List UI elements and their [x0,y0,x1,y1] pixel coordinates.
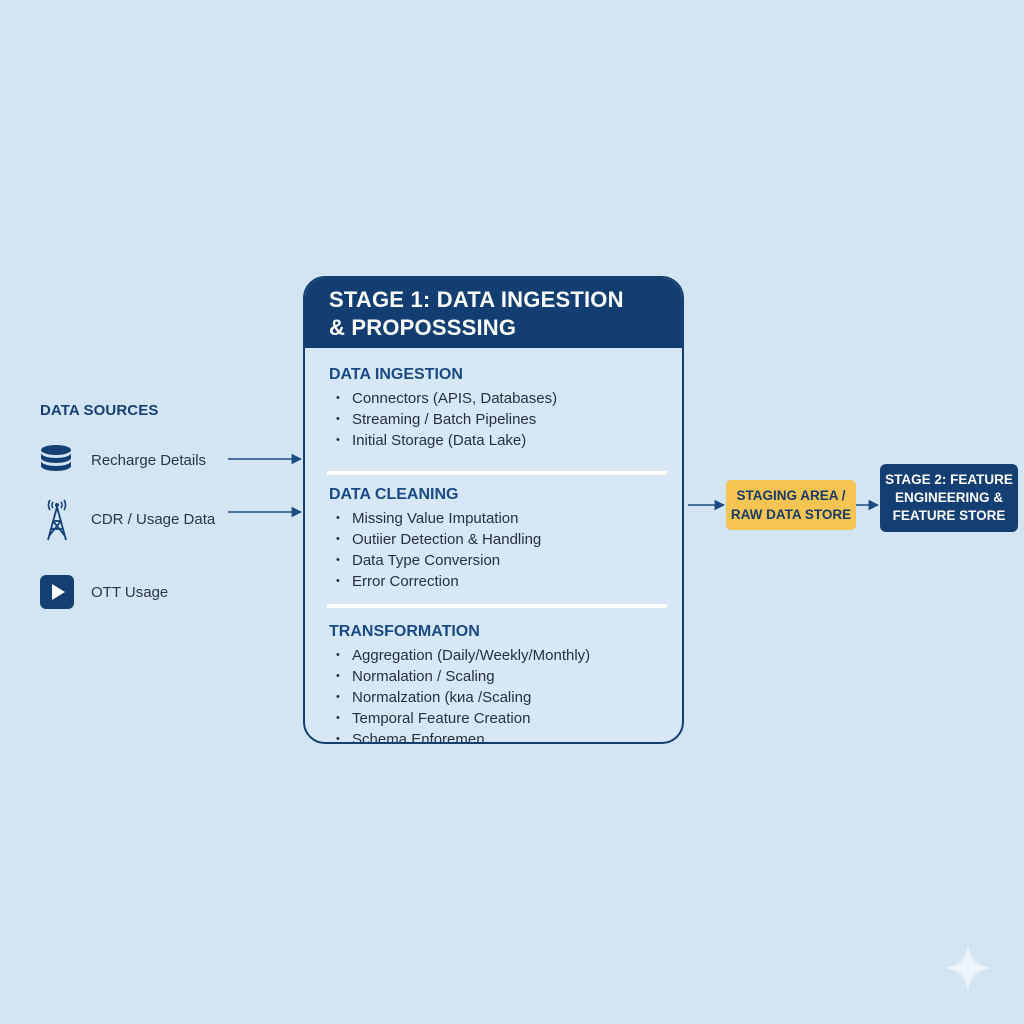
list-item: Outiier Detection & Handling [336,529,662,550]
section-title: TRANSFORMATION [329,623,480,640]
staging-line1: STAGING AREA / [736,488,846,503]
list-item: Connectors (APIS, Databases) [336,388,662,409]
stage1-title-line1: STAGE 1: DATA INGESTION [329,287,624,312]
stage1-panel: STAGE 1: DATA INGESTION & PROPOSSSING DA… [303,276,684,744]
list-item: Initial Storage (Data Lake) [336,430,662,451]
play-icon [40,575,74,609]
source-ott-usage: OTT Usage [40,575,168,609]
list-item: Data Type Conversion [336,550,662,571]
database-icon [40,443,74,477]
stage1-title-line2: & PROPOSSSING [329,315,517,340]
list-item: Error Correction [336,571,662,592]
list-item: Normalzation (kиа /Scaling [336,687,662,708]
stage2-line3: FEATURE STORE [892,508,1006,523]
section-data-ingestion: DATA INGESTION Connectors (APIS, Databas… [329,366,662,451]
source-label: CDR / Usage Data [91,510,216,528]
source-label: Recharge Details [91,451,207,469]
section-divider [327,471,667,475]
section-transformation: TRANSFORMATION Aggregation (Daily/Weekly… [329,623,662,742]
list-item: Aggregation (Daily/Weekly/Monthly) [336,645,662,666]
section-divider [327,604,667,608]
section-title: DATA CLEANING [329,486,459,503]
stage1-header: STAGE 1: DATA INGESTION & PROPOSSSING [305,278,682,348]
source-label: OTT Usage [91,583,169,601]
section-title: DATA INGESTION [329,366,463,383]
source-cdr-usage: CDR / Usage Data [40,499,215,541]
sparkle-icon [944,944,992,992]
list-item: Missing Value Imputation [336,508,662,529]
staging-area-box: STAGING AREA / RAW DATA STORE [726,480,856,530]
stage2-line2: ENGINEERING & [894,490,1003,505]
list-item: Schema Enforemen [336,729,662,742]
list-item: Streaming / Batch Pipelines [336,409,662,430]
stage2-line1: STAGE 2: FEATURE [885,472,1013,487]
data-sources-title: DATA SOURCES [40,402,159,419]
section-data-cleaning: DATA CLEANING Missing Value Imputation O… [329,486,662,592]
cell-tower-icon [40,499,74,541]
stage2-box: STAGE 2: FEATURE ENGINEERING & FEATURE S… [880,464,1018,532]
source-recharge-details: Recharge Details [40,443,206,477]
list-item: Normalation / Scaling [336,666,662,687]
staging-line2: RAW DATA STORE [730,507,852,522]
list-item: Temporal Feature Creation [336,708,662,729]
